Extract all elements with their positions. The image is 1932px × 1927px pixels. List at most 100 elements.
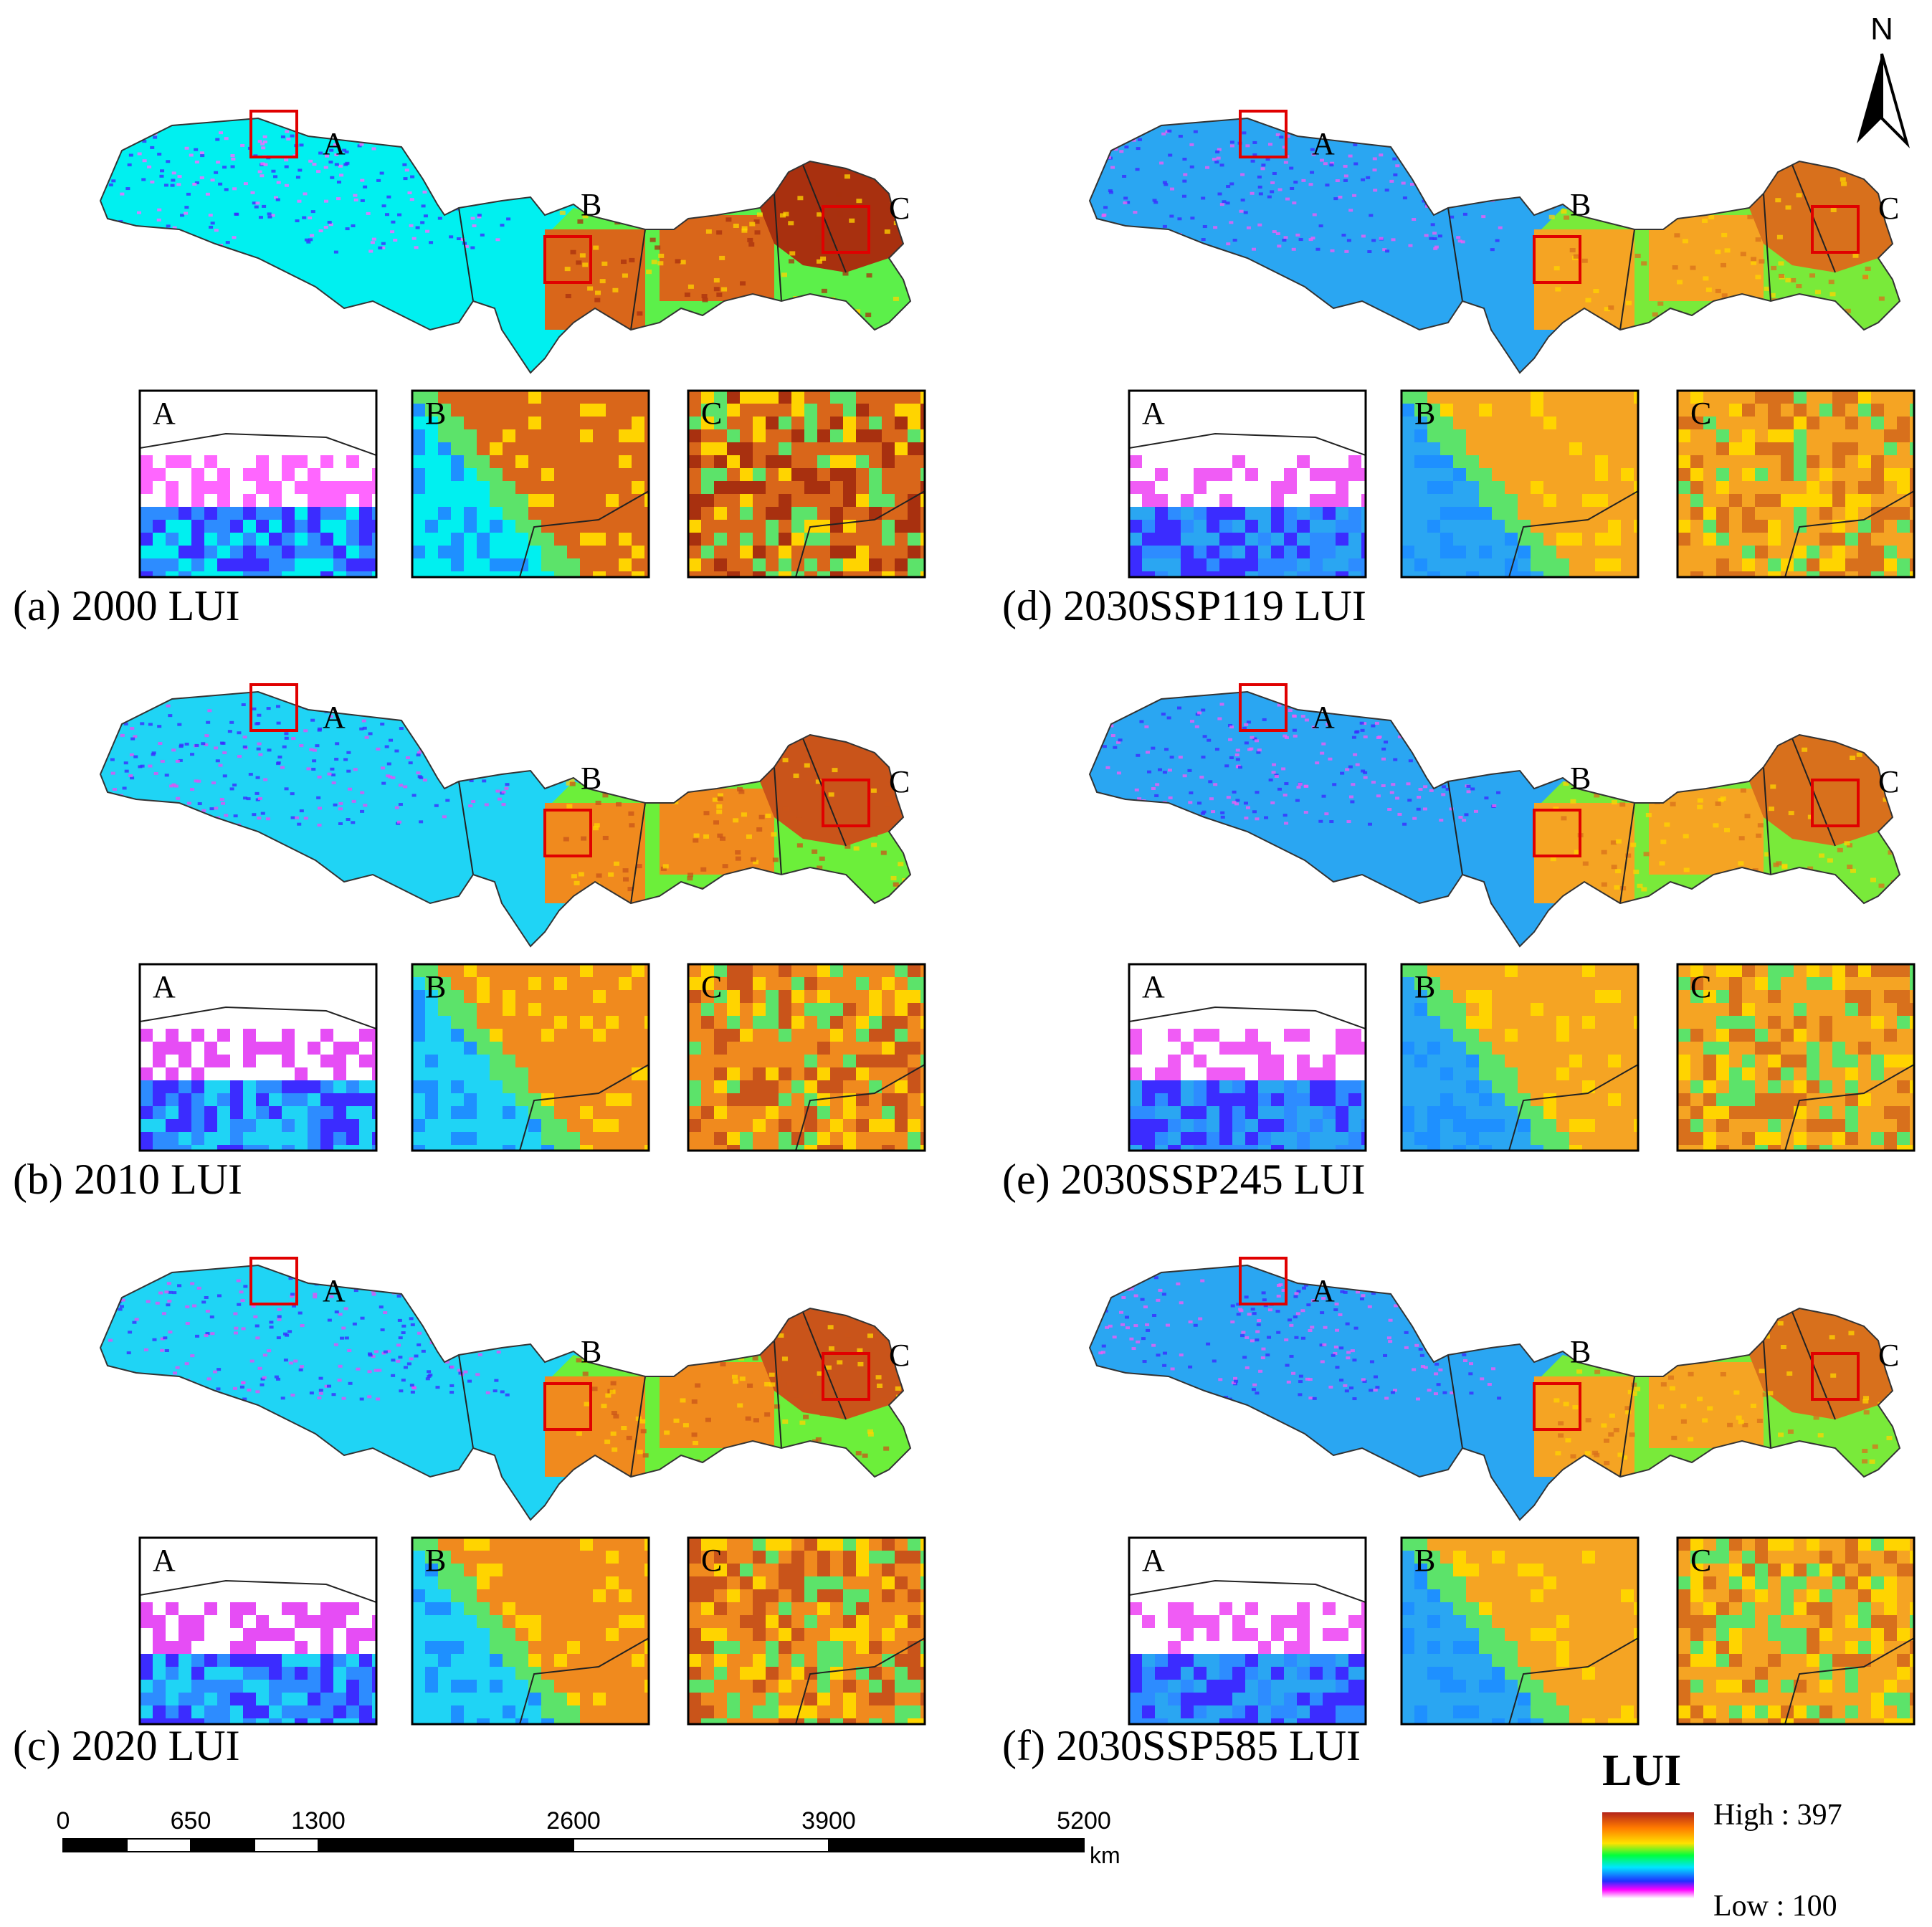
- scale-bar-segment: [190, 1838, 255, 1852]
- region-box-c-label: C: [889, 191, 910, 226]
- legend-title: LUI: [1602, 1746, 1681, 1795]
- region-box-c-label: C: [1878, 191, 1899, 226]
- inset-a-label: A: [1142, 969, 1165, 1004]
- scale-bar-tick-label: 1300: [291, 1807, 346, 1835]
- region-box-b-label: B: [1570, 761, 1591, 796]
- inset-b: B: [1400, 1536, 1640, 1726]
- region-box-c: [822, 205, 870, 254]
- region-box-c: [822, 1352, 870, 1401]
- scale-bar-tick-label: 3900: [801, 1807, 856, 1835]
- inset-c-label: C: [1690, 969, 1711, 1004]
- scale-bar-segment: [126, 1838, 191, 1852]
- scale-bar-segment: [254, 1838, 319, 1852]
- region-box-c-label: C: [1878, 764, 1899, 799]
- region-box-b: [1533, 809, 1581, 857]
- region-box-a: [249, 1257, 298, 1305]
- inset-c-label: C: [701, 1543, 722, 1578]
- region-box-b: [543, 1382, 592, 1431]
- region-box-c: [822, 779, 870, 827]
- inset-c: C: [687, 389, 926, 579]
- map-panel-f: A B C A B C: [1088, 1257, 1916, 1726]
- region-box-b: [1533, 1382, 1581, 1431]
- map-panels: A B C A B C A B C A B C A B C A B C A B C A B C A B C A B C A B C A B C: [99, 110, 1916, 1726]
- region-box-a: [1239, 683, 1288, 732]
- legend: LUI High : 397 Low : 100: [1602, 1746, 1842, 1923]
- region-box-c: [1811, 205, 1860, 254]
- inset-b: B: [411, 389, 650, 579]
- region-box-b-label: B: [581, 187, 601, 222]
- inset-a-label: A: [153, 1543, 176, 1578]
- north-arrow: N: [1857, 11, 1910, 148]
- inset-a-label: A: [153, 969, 176, 1004]
- region-box-b-label: B: [581, 761, 601, 796]
- map-panel-d: A B C A B C: [1088, 110, 1916, 579]
- map-panel-a: A B C A B C: [99, 110, 926, 579]
- scale-bar-tick-label: 0: [57, 1807, 70, 1835]
- panel-title-b: (b) 2010 LUI: [13, 1156, 242, 1203]
- inset-c: C: [1676, 1536, 1916, 1726]
- map-panel-c: A B C A B C: [99, 1257, 926, 1726]
- inset-c: C: [1676, 963, 1916, 1152]
- legend-color-ramp: [1602, 1812, 1694, 1898]
- inset-a-label: A: [153, 396, 176, 431]
- inset-a: A: [1128, 389, 1367, 579]
- inset-b: B: [1400, 963, 1640, 1152]
- inset-b-label: B: [425, 969, 446, 1004]
- region-box-b-label: B: [581, 1334, 601, 1369]
- inset-a-label: A: [1142, 1543, 1165, 1578]
- region-box-b: [1533, 235, 1581, 284]
- inset-b: B: [411, 963, 650, 1152]
- inset-c: C: [687, 963, 926, 1152]
- panel-title-c: (c) 2020 LUI: [13, 1722, 240, 1769]
- region-box-a: [249, 110, 298, 158]
- scale-bar-tick-label: 5200: [1057, 1807, 1111, 1835]
- north-arrow-icon: [1857, 54, 1882, 143]
- scale-bar-unit: km: [1090, 1842, 1120, 1868]
- inset-b-label: B: [1414, 1543, 1435, 1578]
- inset-a: A: [138, 1536, 378, 1726]
- scale-bar: 0 650 1300 2600 3900 5200 km: [57, 1807, 1120, 1868]
- inset-a-label: A: [1142, 396, 1165, 431]
- inset-b-label: B: [425, 1543, 446, 1578]
- inset-c-label: C: [701, 396, 722, 431]
- scale-bar-segment: [318, 1838, 574, 1852]
- region-box-c-label: C: [889, 1338, 910, 1373]
- scale-bar-segment: [62, 1838, 128, 1852]
- map-panel-b: A B C A B C: [99, 683, 926, 1152]
- region-box-c: [1811, 1352, 1860, 1401]
- legend-high-label: High : 397: [1713, 1799, 1842, 1832]
- inset-b-label: B: [1414, 396, 1435, 431]
- scale-bar-tick-label: 2600: [546, 1807, 601, 1835]
- inset-a: A: [138, 963, 378, 1152]
- inset-a: A: [138, 389, 378, 579]
- panel-title-e: (e) 2030SSP245 LUI: [1002, 1156, 1366, 1203]
- region-box-a-label: A: [323, 126, 346, 161]
- region-box-b-label: B: [1570, 187, 1591, 222]
- inset-c-label: C: [1690, 1543, 1711, 1578]
- region-box-b-label: B: [1570, 1334, 1591, 1369]
- region-box-c-label: C: [889, 764, 910, 799]
- region-box-a-label: A: [1312, 1273, 1335, 1308]
- inset-c-label: C: [1690, 396, 1711, 431]
- north-arrow-label: N: [1870, 11, 1893, 47]
- region-box-a: [249, 683, 298, 732]
- region-box-a: [1239, 110, 1288, 158]
- inset-b: B: [411, 1536, 650, 1726]
- map-panel-e: A B C A B C: [1088, 683, 1916, 1152]
- region-box-a: [1239, 1257, 1288, 1305]
- scale-bar-segment: [573, 1838, 829, 1852]
- region-box-b: [543, 809, 592, 857]
- region-box-b: [543, 235, 592, 284]
- inset-c: C: [687, 1536, 926, 1726]
- region-box-c: [1811, 779, 1860, 827]
- region-box-a-label: A: [323, 1273, 346, 1308]
- region-box-c-label: C: [1878, 1338, 1899, 1373]
- region-box-a-label: A: [1312, 700, 1335, 735]
- inset-c-label: C: [701, 969, 722, 1004]
- scale-bar-segment: [828, 1838, 1085, 1852]
- panel-title-a: (a) 2000 LUI: [13, 582, 240, 629]
- inset-a: A: [1128, 1536, 1367, 1726]
- region-box-a-label: A: [323, 700, 346, 735]
- region-box-a-label: A: [1312, 126, 1335, 161]
